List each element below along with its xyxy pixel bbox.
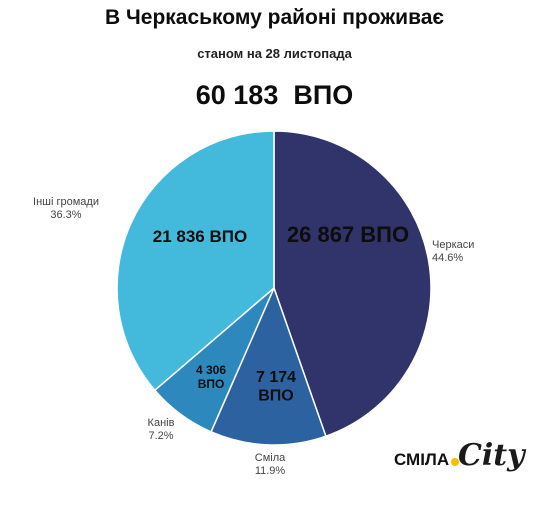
chart-title: В Черкаському районі проживає <box>105 6 444 29</box>
slice-percent-label-2: 7.2% <box>148 430 173 442</box>
total-count: 60 183 ВПО <box>195 80 354 110</box>
pie-slice-3 <box>116 130 275 392</box>
logo-text-smila: СМІЛА <box>394 450 450 469</box>
pie-slice-0 <box>273 130 432 438</box>
slice-category-label-0: Черкаси <box>432 239 474 251</box>
slice-category-label-3: Інші громади <box>33 196 99 208</box>
slice-value-label-0: 26 867 ВПО <box>287 222 409 247</box>
smila-city-logo: СМІЛА City <box>394 436 525 484</box>
chart-subtitle: станом на 28 листопада <box>197 46 352 61</box>
slice-category-label-2: Канів <box>148 417 175 429</box>
logo-text-city: City <box>458 438 525 473</box>
slice-percent-label-1: 11.9% <box>255 465 286 477</box>
slice-percent-label-3: 36.3% <box>50 209 81 221</box>
logo-dot-icon <box>451 458 459 466</box>
pie-slice-1 <box>210 285 327 446</box>
slice-percent-label-0: 44.6% <box>432 252 463 264</box>
slice-category-label-1: Сміла <box>255 452 286 464</box>
slice-value-label-1: 7 174 ВПО <box>256 369 296 404</box>
slice-value-label-3: 21 836 ВПО <box>153 227 247 246</box>
slice-value-label-2: 4 306 ВПО <box>196 363 226 391</box>
